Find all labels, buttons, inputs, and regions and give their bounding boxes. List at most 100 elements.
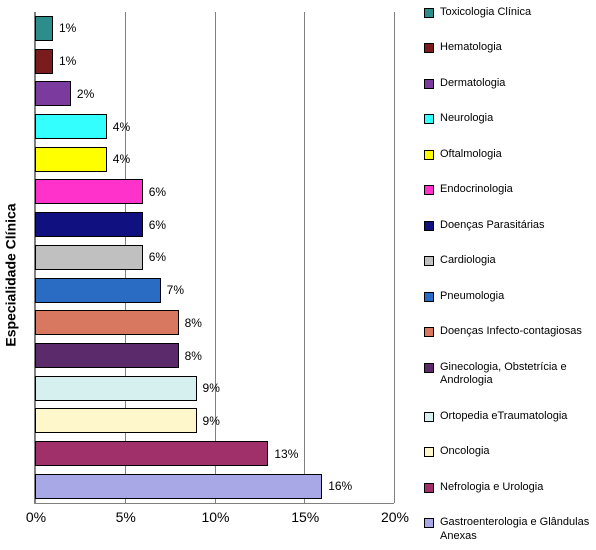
legend-swatch [424,363,434,373]
legend-item: Toxicologia Clínica [424,6,590,20]
legend-swatch [424,43,434,53]
x-tick-label: 10% [201,503,229,525]
bar-value-label: 1% [59,54,76,68]
legend-swatch [424,256,434,266]
bar [35,310,179,335]
bar-value-label: 8% [185,316,202,330]
legend-label: Ginecologia, Obstetrícia e Andrologia [440,361,590,389]
legend-swatch [424,292,434,302]
legend-swatch [424,150,434,160]
legend-label: Ortopedia eTraumatologia [440,410,590,424]
legend-swatch [424,518,434,528]
bar-row: 4% [35,147,394,172]
bar [35,212,143,237]
bar-row: 6% [35,212,394,237]
bar-row: 1% [35,16,394,41]
x-tick-label: 0% [26,503,46,525]
legend-swatch [424,412,434,422]
legend-swatch [424,185,434,195]
legend-swatch [424,114,434,124]
legend-swatch [424,327,434,337]
legend-item: Oncologia [424,445,590,459]
legend-item: Ortopedia eTraumatologia [424,410,590,424]
bar [35,179,143,204]
x-tick-label: 15% [291,503,319,525]
legend-item: Oftalmologia [424,148,590,162]
bar-row: 4% [35,114,394,139]
bar-value-label: 4% [113,152,130,166]
legend-label: Pneumologia [440,290,590,304]
bar-value-label: 9% [203,414,220,428]
bar [35,81,71,106]
bar-value-label: 2% [77,87,94,101]
legend-item: Nefrologia e Urologia [424,481,590,495]
legend-label: Dermatologia [440,77,590,91]
legend-swatch [424,221,434,231]
legend-item: Ginecologia, Obstetrícia e Andrologia [424,361,590,389]
legend-item: Gastroenterologia e Glândulas Anexas [424,516,590,544]
legend-label: Doenças Infecto-contagiosas [440,325,590,339]
bar-value-label: 9% [203,381,220,395]
legend-label: Toxicologia Clínica [440,6,590,20]
bar [35,114,107,139]
legend-label: Oncologia [440,445,590,459]
legend-item: Hematologia [424,41,590,55]
bar-value-label: 4% [113,120,130,134]
bar [35,49,53,74]
x-tick-label: 20% [381,503,409,525]
bar-row: 6% [35,245,394,270]
bars-container: 1% 1% 2% 4% 4% [35,12,394,503]
bar [35,147,107,172]
grid-line: 20% [394,12,395,503]
chart-frame: Especialidade Clínica 0% 5% 10% 15% 20% [0,0,596,550]
legend: Toxicologia Clínica Hematologia Dermatol… [414,0,596,550]
legend-swatch [424,8,434,18]
legend-label: Doenças Parasitárias [440,219,590,233]
bar [35,16,53,41]
bar [35,278,161,303]
y-axis-label: Especialidade Clínica [0,0,22,550]
bar [35,474,322,499]
legend-item: Endocrinologia [424,183,590,197]
legend-swatch [424,79,434,89]
legend-label: Endocrinologia [440,183,590,197]
bar-row: 8% [35,343,394,368]
bar [35,343,179,368]
bar-value-label: 6% [149,185,166,199]
legend-label: Hematologia [440,41,590,55]
legend-item: Neurologia [424,112,590,126]
bar-row: 9% [35,376,394,401]
bar-value-label: 6% [149,250,166,264]
legend-item: Doenças Infecto-contagiosas [424,325,590,339]
bar-row: 16% [35,474,394,499]
legend-item: Pneumologia [424,290,590,304]
x-tick-label: 5% [116,503,136,525]
bar [35,245,143,270]
bar-value-label: 13% [274,447,298,461]
bar-value-label: 16% [328,479,352,493]
legend-label: Cardiologia [440,254,590,268]
bar-row: 2% [35,81,394,106]
bar-row: 1% [35,49,394,74]
bar [35,376,197,401]
bar-row: 8% [35,310,394,335]
bar-value-label: 7% [167,283,184,297]
bar [35,441,268,466]
bar-value-label: 1% [59,21,76,35]
bar-value-label: 6% [149,218,166,232]
legend-item: Doenças Parasitárias [424,219,590,233]
legend-item: Cardiologia [424,254,590,268]
legend-swatch [424,483,434,493]
plot-region: 0% 5% 10% 15% 20% 1% [34,12,394,504]
bar-row: 9% [35,408,394,433]
legend-item: Dermatologia [424,77,590,91]
chart-area: Especialidade Clínica 0% 5% 10% 15% 20% [0,0,414,550]
y-axis-label-text: Especialidade Clínica [3,203,19,346]
legend-label: Oftalmologia [440,148,590,162]
legend-label: Nefrologia e Urologia [440,481,590,495]
bar-row: 13% [35,441,394,466]
legend-swatch [424,447,434,457]
bar-row: 7% [35,278,394,303]
legend-label: Gastroenterologia e Glândulas Anexas [440,516,590,544]
legend-label: Neurologia [440,112,590,126]
